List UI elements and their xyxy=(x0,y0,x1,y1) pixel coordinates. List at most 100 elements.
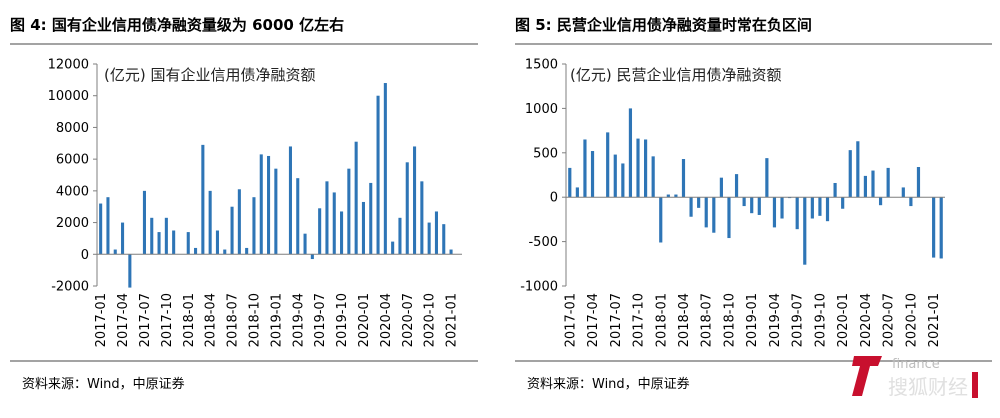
figure-4-top-rule xyxy=(10,43,478,45)
bar-2017-01 xyxy=(99,203,103,255)
x-tick-label: 2020-07 xyxy=(882,293,897,347)
x-tick-label: 2017-04 xyxy=(586,293,601,347)
bar-2017-07 xyxy=(142,190,146,255)
bar-2019-09 xyxy=(810,197,814,219)
bar-2017-12 xyxy=(651,156,655,198)
bar-2018-06 xyxy=(223,249,227,255)
bar-2019-08 xyxy=(325,181,329,255)
x-tick-label: 2020-07 xyxy=(401,293,416,347)
bar-2020-01 xyxy=(361,201,365,255)
bar-2019-12 xyxy=(833,182,837,198)
bar-2021-01 xyxy=(449,249,453,255)
watermark-bar xyxy=(972,372,978,398)
bar-2020-07 xyxy=(886,167,890,198)
bar-2017-02 xyxy=(106,197,110,255)
bar-2018-07 xyxy=(230,206,234,255)
bar-2019-10 xyxy=(340,211,344,255)
x-tick-label: 2017-04 xyxy=(116,293,131,347)
bar-2018-09 xyxy=(245,247,249,255)
x-tick-label: 2021-01 xyxy=(927,293,942,347)
bar-2021-02 xyxy=(939,197,943,259)
bar-2020-12 xyxy=(442,224,446,255)
bar-2018-04 xyxy=(208,190,212,255)
x-tick-label: 2018-04 xyxy=(677,293,692,347)
bar-2017-04 xyxy=(121,222,125,255)
x-tick-label: 2019-01 xyxy=(745,293,760,347)
y-tick-label: 10000 xyxy=(48,89,89,104)
figure-5-title: 图 5: 民营企业信用债净融资量时常在负区间 xyxy=(515,16,812,34)
chart-annotation: (亿元) 国有企业信用债净融资额 xyxy=(104,66,315,84)
x-tick-label: 2021-01 xyxy=(445,293,460,347)
figure-4-bottom-rule xyxy=(10,360,478,362)
bar-2020-11 xyxy=(916,167,921,198)
bar-2020-09 xyxy=(901,187,905,198)
x-tick-label: 2018-07 xyxy=(226,293,241,347)
figure-5-panel: 图 5: 民营企业信用债净融资量时常在负区间 (亿元) 民营企业信用债净融资额 1… xyxy=(505,0,1000,418)
bar-2019-09 xyxy=(332,192,336,255)
bar-2018-01 xyxy=(186,232,190,255)
bar-2020-05 xyxy=(871,170,875,198)
x-tick-label: 2017-01 xyxy=(94,293,109,347)
bar-2019-10 xyxy=(818,197,822,216)
bar-2018-05 xyxy=(689,197,693,217)
x-tick-label: 2018-07 xyxy=(700,293,715,347)
y-tick-label: 0 xyxy=(81,248,89,263)
bar-2018-01 xyxy=(659,197,663,243)
x-tick-label: 2019-07 xyxy=(313,293,328,347)
x-tick-label: 2017-01 xyxy=(563,293,578,347)
bar-2020-08 xyxy=(413,146,417,255)
figure-4-panel: 图 4: 国有企业信用债净融资量级为 6000 亿左右 (亿元) 国有企业信用债… xyxy=(0,0,486,418)
y-tick-label: 500 xyxy=(533,146,558,161)
bar-2020-05 xyxy=(391,241,395,255)
bar-2020-04 xyxy=(863,175,867,198)
bar-2019-05 xyxy=(780,197,784,219)
bar-2018-06 xyxy=(697,197,701,208)
watermark-seven-glyph xyxy=(852,356,882,396)
bar-2019-03 xyxy=(765,158,769,198)
y-tick-label: -500 xyxy=(528,235,558,250)
x-tick-label: 2017-10 xyxy=(160,293,175,347)
bar-2020-01 xyxy=(841,197,845,209)
sohu-finance-watermark-logo: finance 搜狐财经 xyxy=(852,356,978,399)
bar-2020-11 xyxy=(434,211,438,255)
bar-2018-03 xyxy=(674,194,678,198)
bar-2017-06 xyxy=(606,132,610,198)
bar-2018-05 xyxy=(215,230,219,255)
bar-2020-06 xyxy=(398,217,402,255)
x-tick-label: 2019-10 xyxy=(335,293,350,347)
bar-2019-03 xyxy=(288,146,292,255)
bar-2019-02 xyxy=(757,197,761,215)
bar-2018-12 xyxy=(742,197,746,207)
y-tick-label: 6000 xyxy=(56,153,89,168)
bar-2018-10 xyxy=(727,197,731,239)
watermark-text: 搜狐财经 xyxy=(888,375,968,399)
bar-2018-08 xyxy=(712,197,716,233)
y-tick-label: 2000 xyxy=(56,216,89,231)
x-tick-label: 2018-01 xyxy=(182,293,197,347)
x-tick-label: 2018-10 xyxy=(722,293,737,347)
bar-2017-09 xyxy=(157,232,161,255)
bar-2019-04 xyxy=(772,197,777,228)
bar-2018-08 xyxy=(237,189,241,255)
bar-2019-11 xyxy=(347,168,351,255)
x-tick-label: 2020-01 xyxy=(836,293,851,347)
bar-2019-05 xyxy=(303,233,307,255)
x-tick-label: 2020-10 xyxy=(423,293,438,347)
x-tick-label: 2020-04 xyxy=(379,293,394,347)
bar-2020-02 xyxy=(848,150,852,198)
bar-2019-07 xyxy=(318,208,322,255)
bar-2020-03 xyxy=(376,95,380,255)
bar-2018-09 xyxy=(719,177,723,198)
bar-2018-11 xyxy=(734,174,739,198)
chart-annotation: (亿元) 民营企业信用债净融资额 xyxy=(570,66,781,84)
figure-5-top-rule xyxy=(515,43,992,45)
bar-2020-02 xyxy=(369,182,373,255)
bar-2018-10 xyxy=(252,197,256,255)
bar-2019-12 xyxy=(354,141,358,255)
bar-2018-12 xyxy=(267,155,271,255)
y-tick-label: 8000 xyxy=(56,121,89,136)
bar-2017-11 xyxy=(644,139,648,198)
y-tick-label: -1000 xyxy=(520,280,558,295)
x-tick-label: 2018-10 xyxy=(247,293,262,347)
bar-2019-08 xyxy=(803,197,807,265)
